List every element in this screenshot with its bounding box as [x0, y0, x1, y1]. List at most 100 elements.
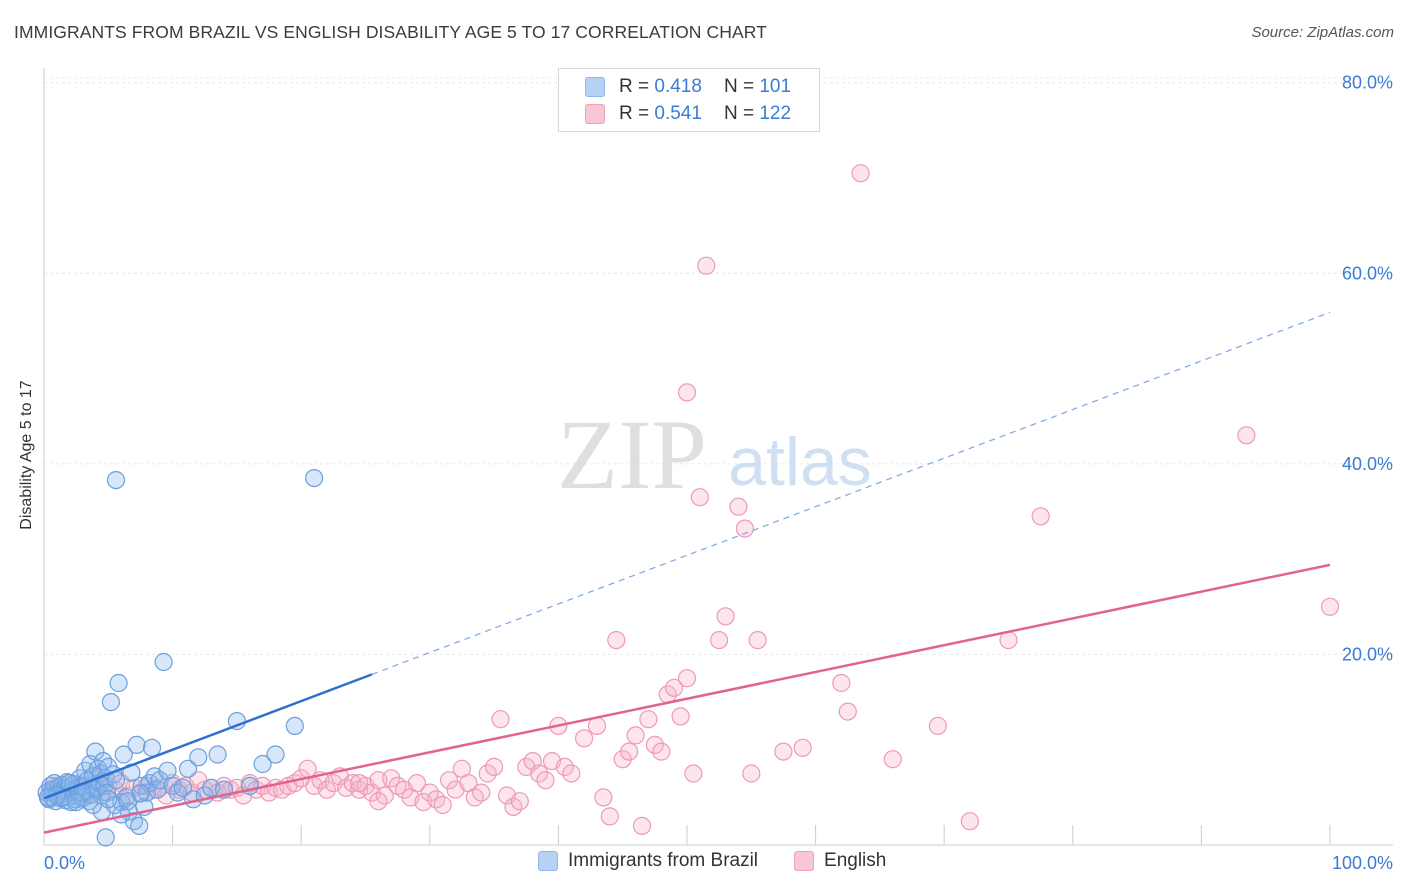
brazil-point-98 [99, 790, 118, 809]
english-point-80 [555, 757, 574, 777]
english-point-81 [562, 764, 581, 783]
english-point-95 [664, 678, 684, 697]
english-point-92 [645, 735, 665, 755]
english-point-70 [491, 710, 510, 729]
brazil-point-100 [131, 784, 150, 803]
english-point-89 [626, 726, 645, 745]
brazil-point-73 [178, 759, 198, 778]
legend-n-value: 122 [759, 103, 792, 124]
english-trendline [43, 563, 1331, 834]
english-point-112 [851, 164, 870, 183]
source-label: Source: ZipAtlas.com [1251, 24, 1394, 41]
english-point-67 [472, 783, 491, 802]
legend-n-label: N = [723, 103, 755, 124]
english-point-59 [420, 783, 439, 802]
english-point-77 [536, 771, 555, 790]
english-point-121 [369, 792, 388, 811]
brazil-point-58 [127, 735, 146, 755]
trendlines [43, 311, 1331, 834]
english-point-113 [883, 750, 902, 769]
english-point-91 [639, 710, 658, 729]
series-legend-brazil: Immigrants from Brazil [538, 850, 758, 872]
brazil-point-86 [106, 471, 126, 490]
english-point-105 [735, 519, 755, 538]
english-point-98 [684, 764, 703, 783]
english-point-114 [928, 716, 947, 736]
brazil-point-93 [96, 828, 115, 847]
legend-r-value: 0.418 [654, 76, 702, 97]
english-point-62 [440, 771, 459, 790]
chart-title: IMMIGRANTS FROM BRAZIL VS ENGLISH DISABI… [14, 22, 767, 42]
legend-r-label: R = [619, 76, 650, 97]
english-point-76 [529, 764, 549, 783]
brazil-trendline-dashed [371, 311, 1331, 675]
english-point-119 [1320, 597, 1340, 616]
english-point-88 [619, 742, 639, 761]
gridlines [44, 77, 1393, 655]
english-point-61 [433, 795, 452, 815]
english-point-117 [1031, 507, 1050, 526]
english-point-97 [677, 669, 697, 688]
legend-swatch-brazil [585, 77, 605, 97]
watermark-zip: ZIP [557, 399, 707, 510]
brazil-point-78 [208, 745, 227, 764]
brazil-point-69 [158, 761, 177, 780]
brazil-point-84 [285, 716, 304, 736]
y-tick-label-60: 60.0% [1342, 263, 1393, 283]
brazil-point-53 [114, 745, 133, 764]
brazil-point-48 [101, 692, 121, 712]
brazil-point-51 [109, 673, 128, 693]
english-point-57 [407, 773, 426, 793]
legend-r-label: R = [619, 103, 650, 124]
legend-n-value: 101 [759, 76, 792, 97]
english-point-101 [677, 383, 697, 402]
brazil-point-97 [83, 795, 103, 815]
y-tick-label-40: 40.0% [1342, 454, 1393, 474]
english-point-87 [613, 750, 632, 769]
english-point-107 [748, 630, 767, 650]
english-point-100 [697, 256, 716, 275]
tick-labels: 20.0% 40.0% 60.0% 80.0% 0.0% 100.0% [44, 73, 1393, 873]
series-legend-english: English [794, 850, 886, 872]
brazil-trendline-solid [43, 673, 373, 800]
axes [43, 68, 1393, 846]
y-axis-label: Disability Age 5 to 17 [18, 380, 35, 530]
english-point-109 [793, 738, 812, 757]
english-point-110 [832, 673, 851, 693]
english-point-86 [607, 630, 626, 650]
correlation-legend: R = 0.418 N = 101 R = 0.541 N = 122 [558, 68, 820, 132]
english-point-115 [960, 812, 980, 831]
legend-row-brazil: R = 0.418 N = 101 [585, 75, 791, 99]
english-point-93 [652, 742, 671, 761]
y-tick-label-80: 80.0% [1342, 73, 1393, 93]
english-point-96 [671, 707, 690, 726]
series-label-english: English [824, 850, 887, 871]
brazil-points [37, 469, 324, 847]
english-point-85 [600, 807, 619, 826]
watermark-atlas: atlas [728, 424, 872, 500]
brazil-point-83 [266, 745, 285, 764]
english-point-99 [690, 488, 710, 507]
brazil-point-72 [173, 778, 192, 797]
series-legend: Immigrants from Brazil English [538, 850, 922, 872]
english-point-108 [774, 742, 793, 761]
brazil-point-85 [305, 469, 324, 488]
legend-n-label: N = [723, 76, 755, 97]
legend-r-value: 0.541 [654, 103, 702, 124]
x-tick-label-0: 0.0% [44, 853, 85, 873]
brazil-point-64 [142, 738, 162, 757]
english-point-69 [485, 757, 504, 777]
english-point-103 [716, 607, 735, 626]
legend-swatch-english [585, 104, 605, 124]
english-point-73 [510, 792, 529, 811]
brazil-point-75 [189, 748, 208, 767]
y-tick-label-20: 20.0% [1342, 644, 1393, 664]
english-point-111 [838, 702, 857, 721]
brazil-point-94 [67, 792, 86, 812]
brazil-point-68 [154, 652, 173, 672]
english-point-90 [632, 816, 652, 836]
legend-row-english: R = 0.541 N = 122 [585, 102, 791, 126]
series-swatch-english [794, 851, 815, 871]
series-swatch-brazil [538, 851, 558, 871]
english-point-43 [317, 780, 336, 799]
